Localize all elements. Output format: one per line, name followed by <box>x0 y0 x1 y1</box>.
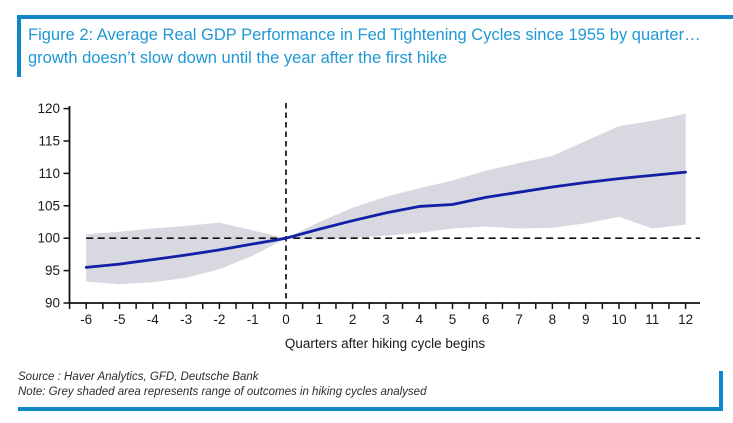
title-top-accent-rule <box>17 15 733 19</box>
note-line: Note: Grey shaded area represents range … <box>18 386 427 398</box>
svg-text:7: 7 <box>515 312 523 327</box>
svg-text:3: 3 <box>382 312 390 327</box>
svg-text:1: 1 <box>316 312 324 327</box>
gdp-line <box>84 170 687 269</box>
svg-text:4: 4 <box>415 312 423 327</box>
title-left-accent-rule <box>17 15 21 77</box>
svg-text:110: 110 <box>38 166 60 181</box>
svg-text:10: 10 <box>611 312 626 327</box>
range-band <box>86 113 686 285</box>
svg-text:-4: -4 <box>147 312 159 327</box>
svg-text:-3: -3 <box>180 312 192 327</box>
svg-text:115: 115 <box>38 134 60 149</box>
figure-title-box: Figure 2: Average Real GDP Performance i… <box>17 15 733 77</box>
svg-text:11: 11 <box>645 312 659 327</box>
svg-text:-2: -2 <box>213 312 225 327</box>
y-ticks <box>63 107 70 304</box>
footer-bottom-accent-rule <box>18 407 723 411</box>
svg-text:-1: -1 <box>247 312 259 327</box>
svg-text:2: 2 <box>349 312 357 327</box>
source-line: Source : Haver Analytics, GFD, Deutsche … <box>18 371 259 383</box>
svg-text:100: 100 <box>37 231 60 246</box>
svg-text:5: 5 <box>449 312 457 327</box>
x-axis-title: Quarters after hiking cycle begins <box>284 336 486 351</box>
svg-text:105: 105 <box>37 198 60 213</box>
svg-text:95: 95 <box>45 263 60 278</box>
svg-text:8: 8 <box>549 312 557 327</box>
svg-text:9: 9 <box>582 312 590 327</box>
footer-right-accent-bar <box>719 371 723 408</box>
svg-text:120: 120 <box>37 101 60 116</box>
svg-text:0: 0 <box>282 312 290 327</box>
y-tick-labels: 90 95 100 105 110 115 120 <box>37 101 60 310</box>
svg-text:6: 6 <box>482 312 490 327</box>
gdp-range-chart: -6 -5 -4 -3 -2 -1 0 1 2 3 4 5 6 7 8 9 10 11 12909510010511… <box>37 101 700 327</box>
svg-text:12: 12 <box>678 312 693 327</box>
svg-text:90: 90 <box>45 296 60 311</box>
figure-title: Figure 2: Average Real GDP Performance i… <box>28 26 701 67</box>
svg-text:-5: -5 <box>113 312 125 327</box>
svg-text:-6: -6 <box>80 312 92 327</box>
x-ticks <box>68 303 687 309</box>
x-tick-labels: -6 -5 -4 -3 -2 -1 0 1 2 3 4 5 6 7 8 9 10 11 12 <box>80 312 693 327</box>
